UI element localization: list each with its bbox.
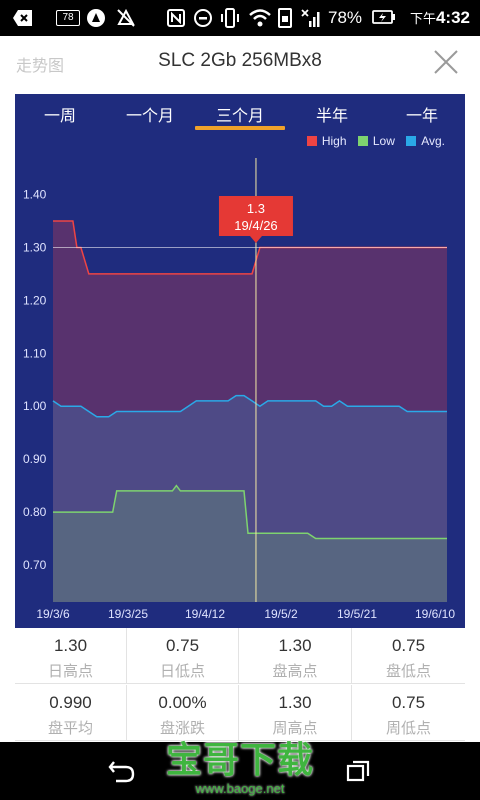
legend-swatch-low [357, 136, 368, 146]
price-trend-chart[interactable]: 1.40 1.30 1.20 1.10 1.00 0.90 0.80 0.70 1.3 19/4/… [15, 94, 465, 628]
keyboard-icon [13, 10, 32, 26]
tooltip-value: 1.3 [247, 201, 265, 216]
chart-legend: High Low Avg. [299, 134, 445, 150]
stat-label: 周低点 [385, 719, 431, 737]
watermark-url: www.baoge.net [195, 781, 285, 796]
legend-label-low: Low [372, 134, 395, 148]
y-tick-label: 0.70 [23, 558, 47, 572]
series-line-avg [52, 394, 447, 418]
tooltip-pointer [249, 236, 262, 243]
legend-label-avg: Avg. [421, 134, 445, 148]
signal-icon [301, 9, 320, 27]
stat-label: 盘低点 [385, 662, 431, 680]
tab-one-month[interactable]: 一个月 [125, 106, 174, 125]
do-not-disturb-icon [194, 9, 212, 27]
tooltip-box [218, 196, 293, 236]
stat-label: 盘平均 [47, 719, 93, 737]
legend-swatch-avg [406, 136, 417, 146]
back-icon[interactable] [108, 758, 136, 784]
stat-label: 日低点 [159, 662, 205, 680]
y-tick-label: 1.20 [23, 293, 47, 307]
battery-percent: 78% [328, 8, 363, 27]
header: 走势图 SLC 2Gb 256MBx8 [0, 36, 480, 92]
tab-one-week[interactable]: 一周 [43, 106, 76, 125]
series-area-high [53, 221, 447, 602]
stat-value: 0.75 [391, 693, 426, 712]
nfc-icon [167, 9, 185, 27]
stat-session-average: 0.990 盘平均 [15, 685, 127, 741]
y-tick-label: 1.00 [23, 399, 47, 413]
series-area-low [53, 485, 447, 602]
status-bar: 78 78% 下午4:32 [0, 0, 480, 36]
stat-session-low: 0.75 盘低点 [352, 628, 465, 684]
series-line-high [53, 220, 447, 275]
stat-label: 盘高点 [272, 662, 318, 680]
stat-label: 周高点 [272, 719, 318, 737]
legend-item-avg: Avg. [406, 134, 445, 148]
stat-daily-high: 1.30 日高点 [15, 628, 127, 684]
muted-icon [117, 8, 135, 27]
x-tick-label: 19/5/2 [264, 607, 298, 621]
stat-value: 1.30 [278, 693, 312, 712]
legend-swatch-high [306, 136, 317, 146]
stat-session-high: 1.30 盘高点 [239, 628, 352, 684]
y-tick-label: 0.90 [23, 452, 47, 466]
wifi-icon [249, 9, 271, 27]
y-tick-label: 1.10 [23, 346, 47, 360]
legend-item-high: High [306, 134, 347, 148]
period-tabs: 一周 一个月 三个月 半年 一年 [15, 94, 465, 134]
stat-weekly-high: 1.30 周高点 [239, 685, 352, 741]
x-tick-label: 19/4/12 [185, 607, 225, 621]
chart-panel: 一周 一个月 三个月 半年 一年 High Low Avg. 1.40 1.30 1… [15, 94, 465, 628]
x-tick-label: 19/5/21 [337, 607, 377, 621]
clock: 下午4:32 [409, 8, 470, 27]
x-tick-label: 19/6/10 [415, 607, 455, 621]
stat-daily-low: 0.75 日低点 [127, 628, 239, 684]
stat-label: 日高点 [47, 662, 93, 680]
page-title: SLC 2Gb 256MBx8 [158, 50, 322, 71]
navigation-bar [0, 742, 480, 800]
stats-grid: 1.30 日高点 0.75 日低点 1.30 盘高点 0.75 盘低点 0.990 盘平均… [15, 628, 465, 742]
watermark-brand: 宝哥下载 [165, 740, 314, 781]
battery-icon [372, 10, 395, 24]
tab-half-year[interactable]: 半年 [315, 106, 348, 125]
x-tick-label: 19/3/25 [108, 607, 148, 621]
close-icon[interactable] [432, 48, 460, 76]
recent-apps-icon[interactable] [346, 760, 370, 782]
legend-item-low: Low [357, 134, 395, 148]
stat-value: 1.30 [53, 636, 88, 655]
notification-count-badge: 78 [56, 10, 80, 26]
vibrate-icon [221, 8, 239, 28]
watermark: 宝哥下载 www.baoge.net [160, 740, 320, 800]
stat-value: 1.30 [278, 636, 312, 655]
y-tick-label: 0.80 [23, 505, 47, 519]
stat-value: 0.990 [49, 693, 92, 712]
stat-label: 盘涨跌 [159, 719, 205, 737]
tooltip-date: 19/4/26 [234, 218, 277, 233]
stat-value: 0.00% [158, 693, 207, 712]
stat-session-change: 0.00% 盘涨跌 [127, 685, 239, 741]
y-tick-label: 1.40 [23, 188, 47, 202]
series-line-low [53, 484, 447, 540]
selected-tab-indicator [195, 126, 285, 130]
stat-weekly-low: 0.75 周低点 [352, 685, 465, 741]
legend-label-high: High [321, 134, 347, 148]
trend-chart-label: 走势图 [16, 56, 65, 75]
series-area-avg [53, 395, 447, 602]
y-tick-label: 1.30 [23, 240, 47, 254]
stat-value: 0.75 [165, 636, 200, 655]
x-tick-label: 19/3/6 [36, 607, 70, 621]
tab-one-year[interactable]: 一年 [405, 106, 438, 125]
sim-icon [278, 8, 292, 28]
stat-value: 0.75 [391, 636, 426, 655]
tab-three-months[interactable]: 三个月 [215, 106, 264, 125]
app-icon [87, 9, 105, 27]
